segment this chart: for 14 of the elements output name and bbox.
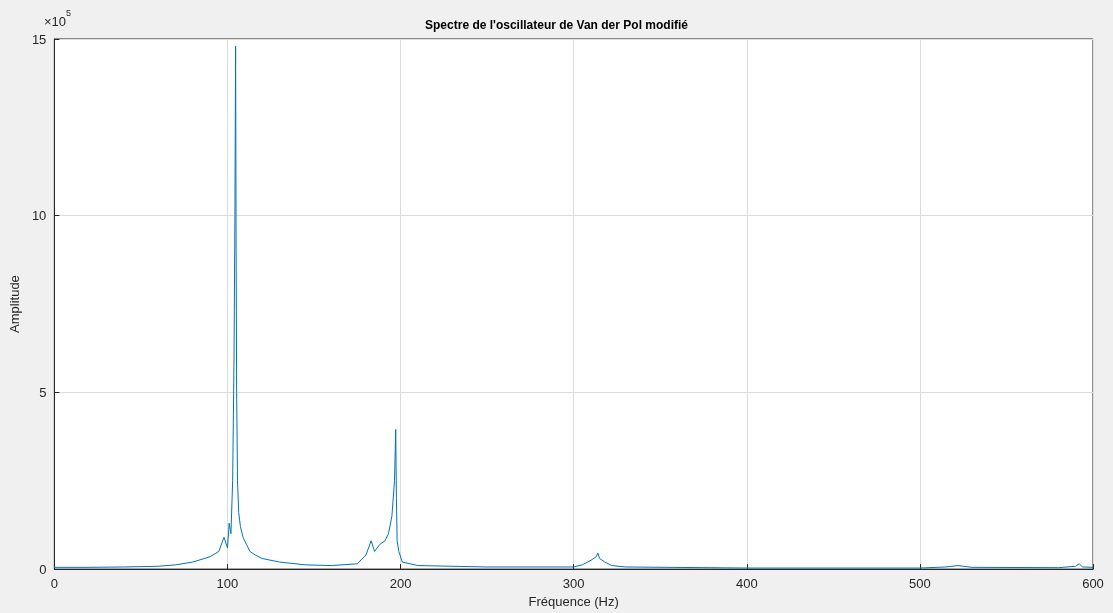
x-tick-label: 100 bbox=[216, 576, 239, 592]
y-tick-label: 0 bbox=[39, 561, 47, 577]
x-tick-label: 0 bbox=[50, 576, 58, 592]
x-tick-label: 500 bbox=[909, 576, 931, 592]
chart-title: Spectre de l'oscillateur de Van der Pol modifié bbox=[425, 18, 689, 32]
x-axis-title: Fréquence (Hz) bbox=[528, 594, 619, 609]
x-tick-label: 600 bbox=[1082, 576, 1104, 592]
x-tick-label: 200 bbox=[389, 576, 412, 592]
y-tick-label: 15 bbox=[31, 31, 47, 47]
y-tick-label: 5 bbox=[39, 384, 47, 400]
y-axis-title: Amplitude bbox=[7, 275, 22, 333]
y-tick-label: 10 bbox=[31, 208, 47, 224]
x-tick-label: 400 bbox=[735, 576, 758, 592]
x-tick-label: 300 bbox=[562, 576, 585, 592]
